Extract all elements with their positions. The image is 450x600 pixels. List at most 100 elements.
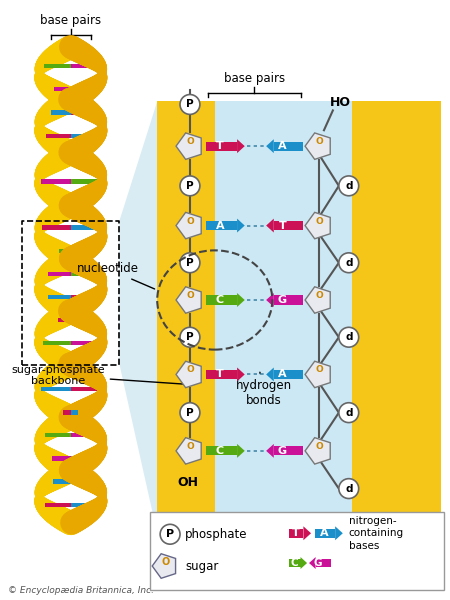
Text: nitrogen-
containing
bases: nitrogen- containing bases [349,516,404,551]
Text: d: d [345,407,352,418]
Circle shape [180,253,200,273]
Circle shape [339,176,359,196]
Circle shape [180,403,200,422]
Bar [206,221,237,230]
Text: O: O [186,365,194,374]
Polygon shape [266,218,274,233]
Text: base pairs: base pairs [40,14,101,27]
Text: OH: OH [177,476,198,489]
Bar [289,529,303,538]
Bar [206,370,237,379]
Text: hydrogen
bonds: hydrogen bonds [236,372,292,407]
Circle shape [180,176,200,196]
Polygon shape [176,437,201,464]
Polygon shape [266,139,274,153]
Bar [71,479,89,484]
Bar [206,446,237,455]
Bar [71,179,100,184]
Bar [289,559,301,567]
Polygon shape [176,133,201,160]
Text: A: A [278,370,287,379]
Text: nucleotide: nucleotide [76,262,155,289]
Bar [63,410,71,415]
Polygon shape [309,557,315,569]
Text: O: O [161,557,169,567]
Text: P: P [186,181,194,191]
Text: O: O [186,291,194,300]
Bar [274,142,303,151]
Text: A: A [320,528,328,538]
Bar [45,433,71,437]
Text: G: G [313,558,322,568]
Text: P: P [166,529,174,539]
Text: T: T [216,141,224,151]
Text: C: C [216,295,224,305]
Text: G: G [278,295,287,305]
Polygon shape [176,361,201,388]
Bar [315,559,331,567]
Bar [71,64,98,68]
Bar [71,134,96,138]
Polygon shape [301,557,307,569]
Bar [71,156,79,161]
Bar [63,156,71,161]
Bar [71,433,96,437]
Polygon shape [152,554,176,578]
Circle shape [339,327,359,347]
Bar [71,110,90,115]
Text: O: O [186,442,194,451]
Bar [45,503,71,507]
Bar [71,226,99,230]
Bar [215,101,352,533]
Text: sugar: sugar [185,560,218,572]
Polygon shape [303,526,311,540]
Bar [44,64,71,68]
Text: O: O [315,291,323,300]
Circle shape [180,95,200,115]
Text: O: O [315,442,323,451]
Circle shape [339,479,359,499]
Polygon shape [176,287,201,313]
Polygon shape [266,444,274,458]
Bar [71,456,90,461]
Text: O: O [315,217,323,226]
Polygon shape [119,101,157,533]
Polygon shape [237,293,245,307]
Polygon shape [305,133,330,160]
Bar [274,446,303,455]
Polygon shape [237,218,245,233]
Bar [41,387,71,391]
Polygon shape [305,212,330,239]
Bar [206,142,237,151]
Bar [71,248,83,253]
Text: phosphate: phosphate [185,528,248,541]
Bar [71,318,84,322]
Bar [274,221,303,230]
Polygon shape [176,212,201,239]
Text: C: C [291,558,298,568]
Bar [71,387,100,391]
Bar [157,101,215,533]
Bar [274,295,303,305]
Text: C: C [216,446,224,456]
Text: A: A [216,221,224,230]
Text: P: P [186,332,194,342]
Bar [54,87,71,91]
Text: T: T [292,528,299,538]
Bar [43,341,71,346]
Bar [71,503,97,507]
Circle shape [339,403,359,422]
Bar [58,248,71,253]
Bar [71,272,94,277]
Bar [41,179,71,184]
Circle shape [339,253,359,273]
Polygon shape [237,444,245,458]
Polygon shape [335,526,343,540]
Polygon shape [266,293,274,307]
Text: O: O [315,137,323,146]
Bar [42,226,71,230]
Polygon shape [237,139,245,153]
Bar [48,272,71,277]
Bar [71,341,99,346]
Text: P: P [186,258,194,268]
